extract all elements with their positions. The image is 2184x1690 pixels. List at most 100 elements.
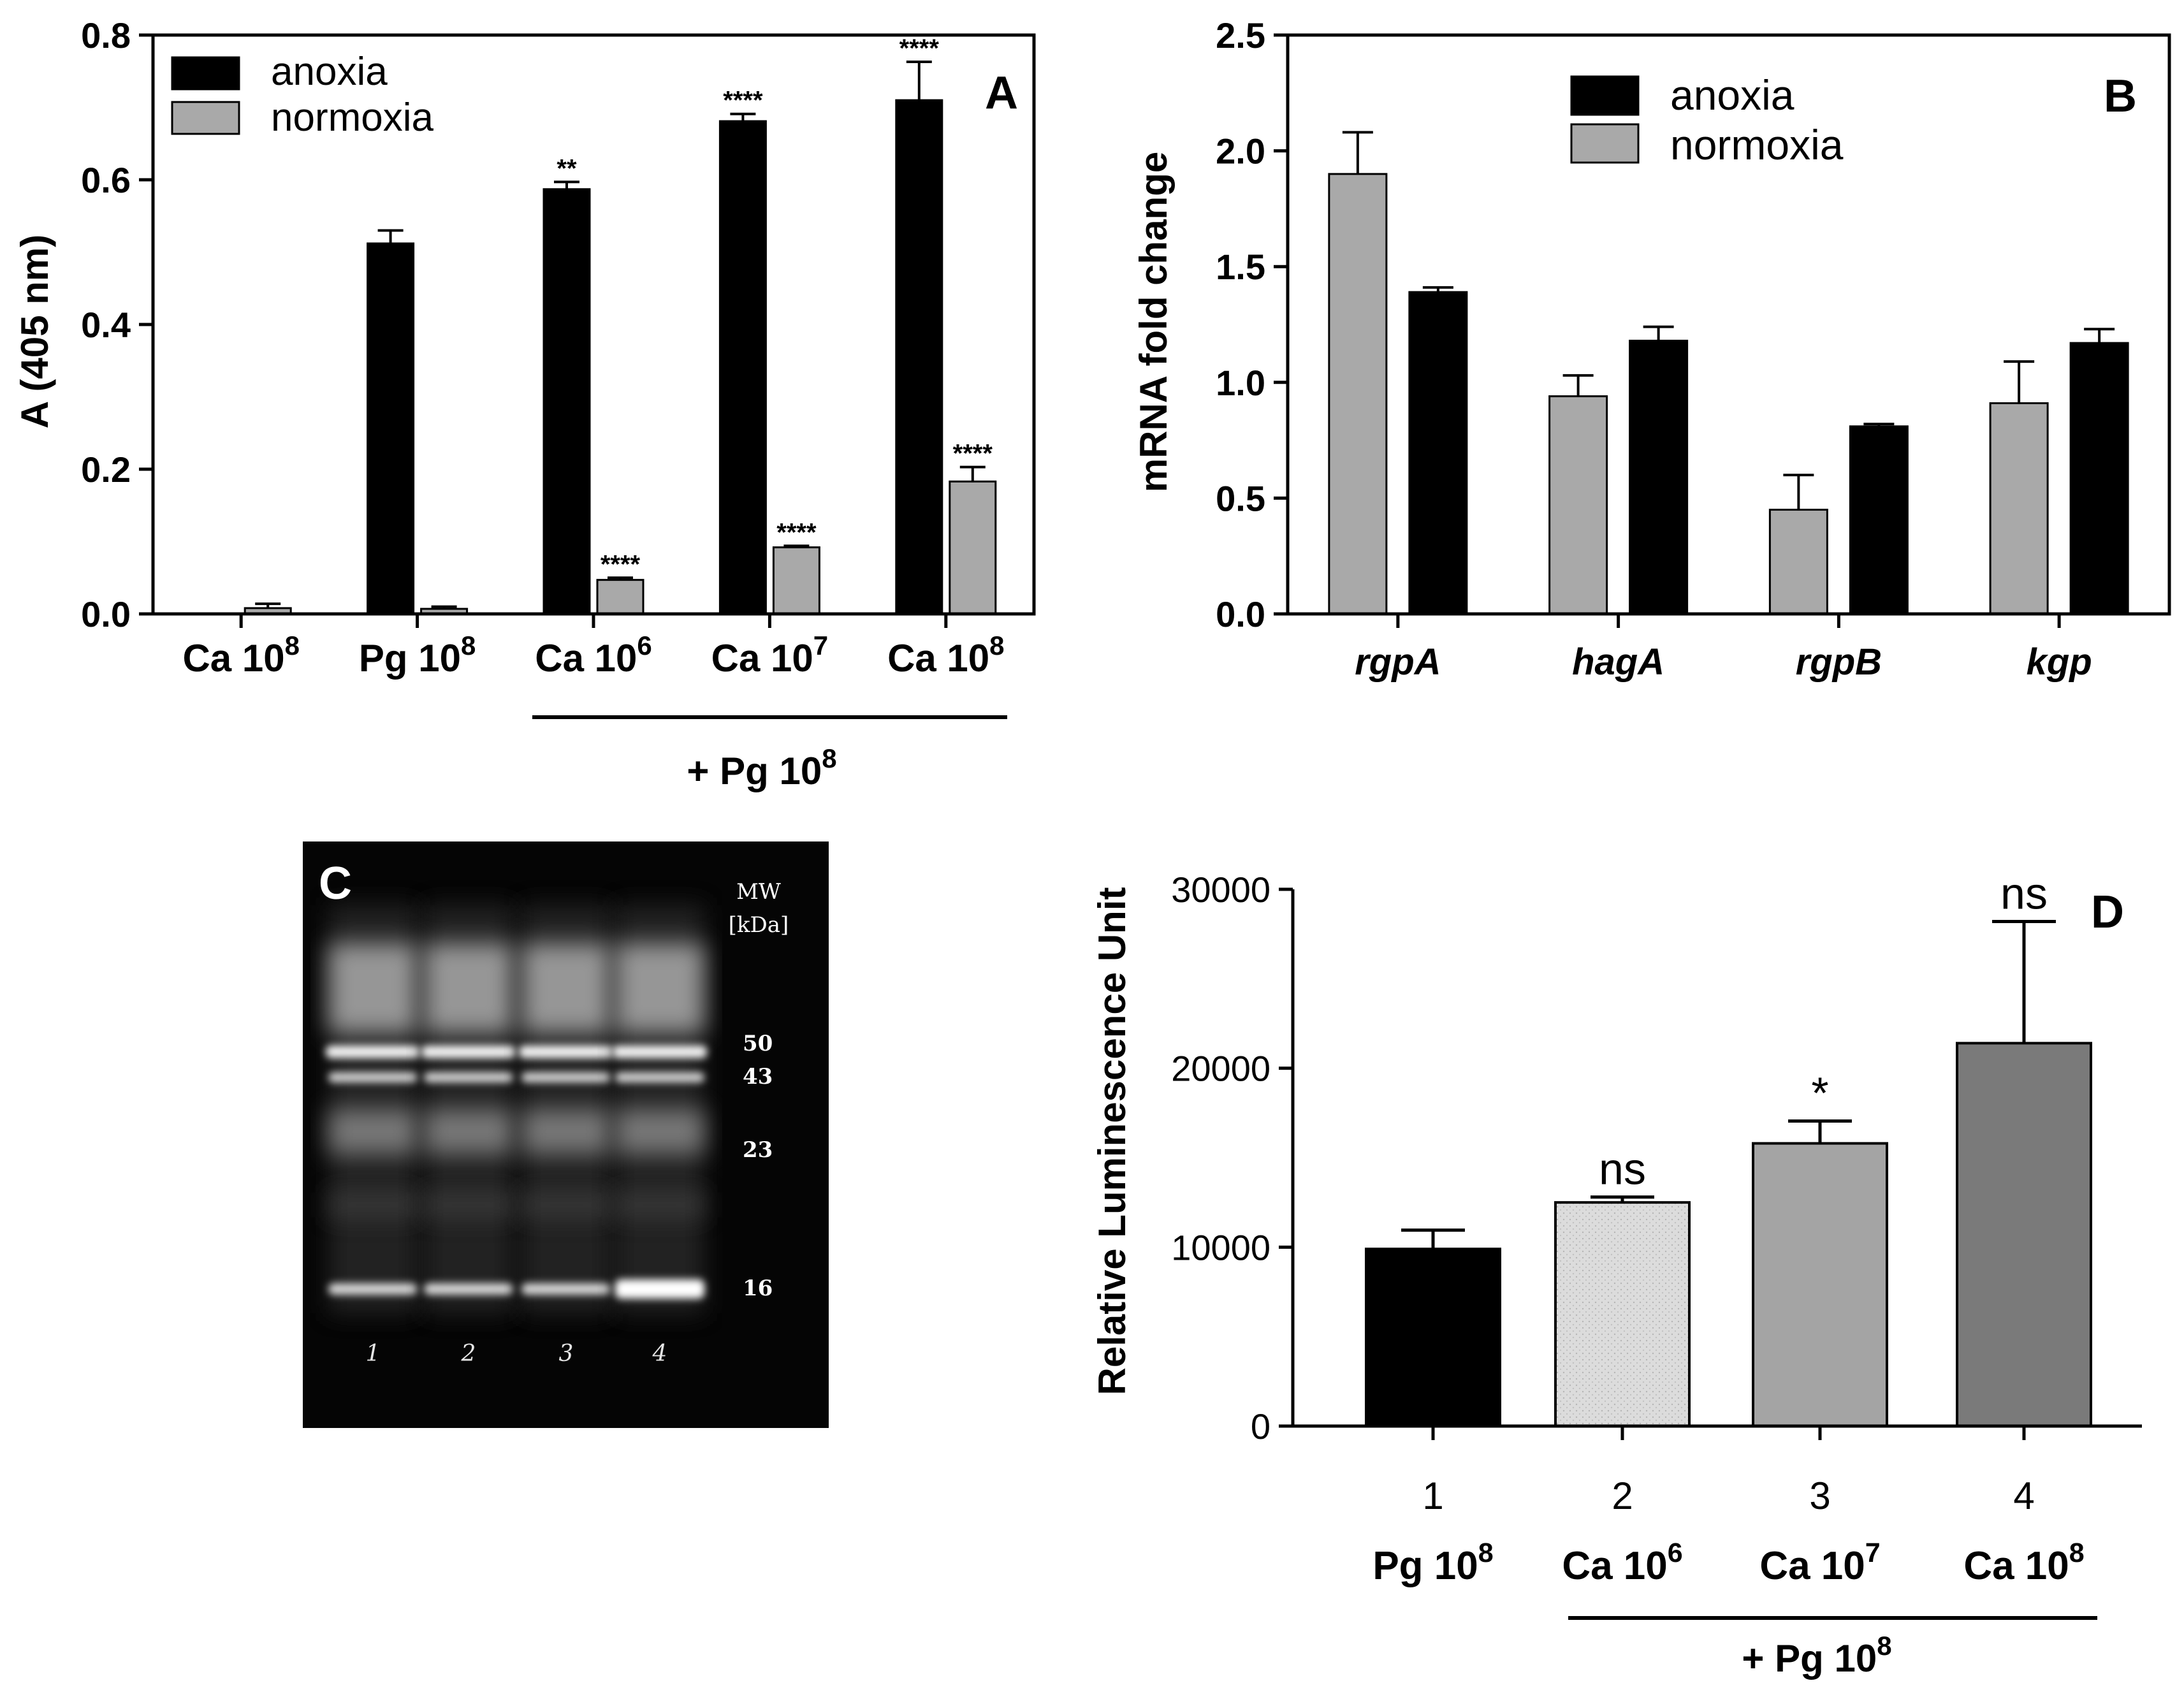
panel-b-legend: anoxia normoxia	[1570, 71, 1844, 168]
panel-d-xtick-number-1: 1	[1422, 1475, 1443, 1517]
panel-d-xtick-number-3: 3	[1809, 1475, 1830, 1517]
panel-d-bar-2	[1554, 1201, 1691, 1427]
gel-band-23-2	[424, 1109, 513, 1154]
panel-d-xtick-label-2: Ca 106	[1562, 1538, 1682, 1588]
gel-band-low-smear-2	[424, 1192, 513, 1218]
panel-a-bar-anoxia-1	[367, 242, 415, 615]
panel-d-significance-3: *	[1811, 1068, 1828, 1118]
panel-b-bar-anoxia-1	[1629, 339, 1689, 615]
panel-d-chart: Relative Luminescence Unit 0100002000030…	[1091, 869, 2142, 1680]
gel-band-43-2	[424, 1072, 513, 1082]
panel-d-x-labels: 1 Pg 108 2 Ca 106 3 Ca 107 4 Ca 108	[1372, 1426, 2085, 1588]
panel-a-bar-anoxia-3	[718, 120, 767, 615]
panel-c-gel: C MW [kDa] 50 43 23 16 1 2 3 4	[303, 841, 829, 1428]
gel-band-low-smear-1	[328, 1192, 418, 1218]
panel-a-significance-anoxia-3: ****	[723, 87, 763, 115]
panel-b-x-labels: rgpA hagA rgpB kgp	[1355, 614, 2092, 683]
panel-b-bar-normoxia-1	[1548, 395, 1608, 615]
panel-b-plot-frame	[1286, 33, 2171, 616]
panel-b-bar-anoxia-3	[2069, 342, 2129, 615]
panel-a-y-axis-label: A (405 nm)	[13, 235, 56, 429]
panel-a-significance-normoxia-2: ****	[601, 550, 641, 578]
panel-a-x-labels: Ca 108 Pg 108 Ca 106 Ca 107 Ca 108	[182, 614, 1005, 680]
panel-b-y-ticks: 0.0 0.5 1.0 1.5 2.0 2.5	[1216, 15, 1288, 634]
panel-a-legend-swatch-normoxia	[171, 101, 240, 135]
panel-a-xtick-label-4: Ca 108	[887, 630, 1004, 680]
panel-d-letter: D	[2091, 887, 2124, 938]
gel-band-50-4	[613, 1045, 707, 1058]
panel-d-xtick-label-4: Ca 108	[1963, 1538, 2084, 1588]
panel-a-letter: A	[985, 68, 1018, 119]
gel-mw-title: MW	[736, 879, 781, 905]
panel-b-xtick-label-1: hagA	[1572, 641, 1664, 683]
panel-d-ytick-label-3: 30000	[1171, 870, 1270, 910]
gel-band-low-smear-3	[521, 1192, 611, 1218]
gel-band-16-1	[328, 1283, 418, 1295]
panel-b-bar-normoxia-0	[1328, 173, 1388, 615]
gel-band-high-3	[521, 943, 611, 1033]
gel-band-23-3	[521, 1109, 611, 1154]
panel-d-bars: ns * ns	[1365, 869, 2092, 1427]
panel-b-legend-swatch-anoxia	[1570, 75, 1640, 116]
panel-b-ytick-label-5: 2.5	[1216, 15, 1265, 55]
panel-b-bar-normoxia-3	[1989, 402, 2049, 615]
panel-d-y-ticks: 0 10000 20000 30000	[1171, 870, 1293, 1446]
panel-d-significance-4: ns	[2000, 869, 2048, 919]
panel-b-letter: B	[2104, 71, 2137, 122]
gel-band-16-4	[615, 1279, 704, 1299]
panel-c-letter: C	[319, 858, 352, 909]
panel-d-ytick-label-0: 0	[1251, 1406, 1270, 1446]
panel-b-bar-normoxia-2	[1768, 509, 1828, 615]
panel-a-xtick-label-2: Ca 106	[535, 630, 652, 680]
panel-d-xtick-number-4: 4	[2013, 1475, 2034, 1517]
panel-d-bar-3	[1752, 1142, 1888, 1427]
panel-b-chart: mRNA fold change 0.0 0.5 1.0 1.5 2.0 2.5 rgpA…	[1132, 15, 2171, 683]
panel-b-legend-label-normoxia: normoxia	[1670, 121, 1844, 168]
panel-a-significance-normoxia-4: ****	[953, 440, 993, 468]
panel-a-legend-label-anoxia: anoxia	[271, 50, 388, 94]
panel-d-ytick-label-2: 20000	[1171, 1049, 1270, 1089]
panel-a-ytick-label-2: 0.4	[81, 305, 131, 345]
gel-band-low-smear-4	[615, 1192, 704, 1218]
panel-b-ytick-label-2: 1.0	[1216, 363, 1265, 403]
panel-a-y-ticks: 0.0 0.2 0.4 0.6 0.8	[81, 15, 153, 634]
gel-band-high-4	[615, 943, 704, 1033]
gel-band-16-3	[521, 1283, 611, 1295]
gel-band-43-4	[615, 1072, 704, 1082]
gel-band-50-3	[519, 1045, 613, 1058]
panel-d-xtick-label-1: Pg 108	[1372, 1538, 1493, 1588]
panel-a-xtick-label-3: Ca 107	[711, 630, 828, 680]
panel-a-legend-swatch-anoxia	[171, 56, 240, 91]
gel-band-43-3	[521, 1072, 611, 1082]
panel-a-significance-anoxia-2: **	[557, 154, 577, 182]
panel-b-legend-label-anoxia: anoxia	[1670, 71, 1795, 119]
panel-a-plot-frame	[151, 33, 1036, 616]
gel-marker-43: 43	[743, 1064, 773, 1089]
panel-a-significance-normoxia-3: ****	[776, 518, 817, 546]
panel-d-ytick-label-1: 10000	[1171, 1227, 1270, 1267]
panel-a-significance-anoxia-4: ****	[899, 34, 940, 62]
panel-b-xtick-label-0: rgpA	[1355, 641, 1441, 683]
panel-d-bar-4	[1956, 1042, 2092, 1427]
panel-a-legend: anoxia normoxia	[171, 50, 434, 140]
gel-band-50-1	[326, 1045, 420, 1058]
panel-b-ytick-label-1: 0.5	[1216, 478, 1265, 518]
gel-mw-unit: [kDa]	[729, 912, 789, 938]
panel-b-bars	[1328, 131, 2129, 615]
panel-b-xtick-label-2: rgpB	[1796, 641, 1882, 683]
panel-a-bar-normoxia-4	[949, 480, 997, 615]
panel-a-ytick-label-1: 0.2	[81, 449, 131, 490]
panel-b-y-axis-label: mRNA fold change	[1132, 152, 1175, 492]
gel-marker-16: 16	[743, 1276, 773, 1301]
gel-band-23-1	[328, 1109, 418, 1154]
panel-b-legend-swatch-normoxia	[1570, 123, 1640, 164]
panel-d-xtick-label-3: Ca 107	[1759, 1538, 1880, 1588]
panel-d-y-axis-label: Relative Luminescence Unit	[1091, 887, 1133, 1395]
gel-marker-23: 23	[743, 1137, 773, 1163]
panel-a-xtick-label-1: Pg 108	[359, 630, 476, 680]
gel-band-high-1	[328, 943, 418, 1033]
panel-a-chart: A (405 nm) 0.00.20.40.60.8 *************…	[13, 15, 1036, 792]
panel-a-ytick-label-4: 0.8	[81, 15, 131, 55]
gel-band-23-4	[615, 1109, 704, 1154]
panel-a-ytick-label-3: 0.6	[81, 160, 131, 200]
